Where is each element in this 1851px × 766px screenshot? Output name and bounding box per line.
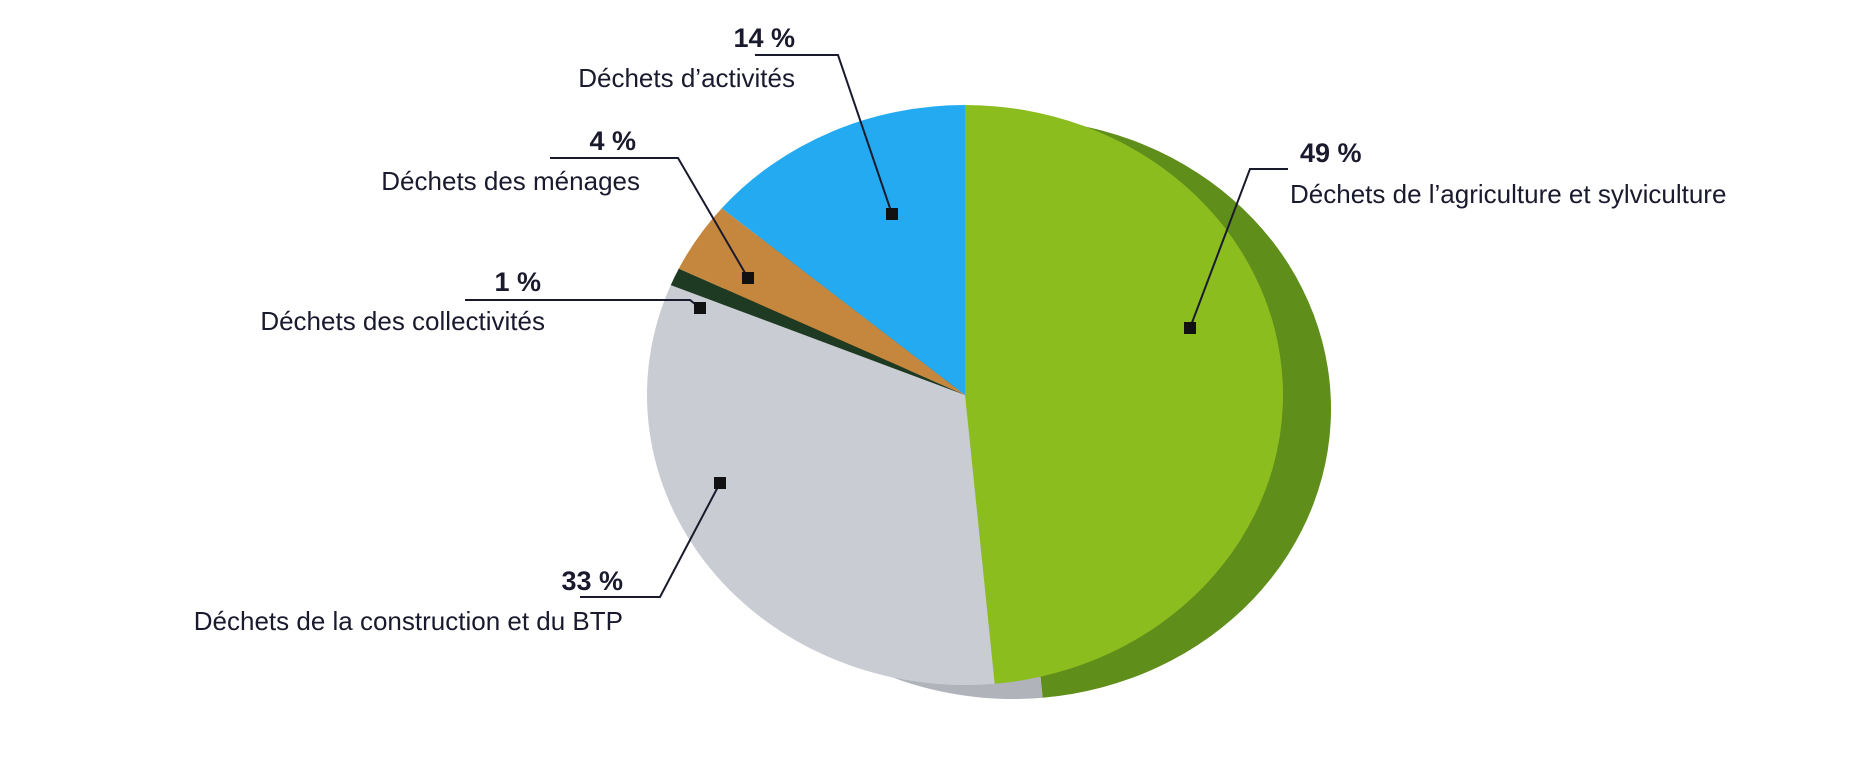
- slice-4-leader-line: [755, 54, 893, 215]
- slice-4-annotation: 14 % Déchets d’activités: [578, 23, 898, 220]
- slice-0-category-label: Déchets de l’agriculture et sylviculture: [1290, 179, 1726, 209]
- slice-1-annotation: 33 % Déchets de la construction et du BTP: [194, 477, 726, 636]
- slice-0-annotation: 49 % Déchets de l’agriculture et sylvicul…: [1184, 138, 1726, 334]
- slice-4: [721, 104, 965, 395]
- slice-0-marker: [1184, 322, 1196, 334]
- slice-0: [965, 105, 1283, 684]
- slice-3-category-label: Déchets des ménages: [381, 166, 640, 196]
- slice-0-value-label: 49 %: [1300, 138, 1362, 168]
- slice-4-category-label: Déchets d’activités: [578, 63, 795, 93]
- slice-3-leader-line: [550, 157, 749, 279]
- slice-3: [678, 208, 965, 395]
- slice-1-value-label: 33 %: [561, 566, 623, 596]
- slice-3-value-label: 4 %: [589, 126, 636, 156]
- slice-2-annotation: 1 % Déchets des collectivités: [260, 267, 706, 336]
- slice-1: [646, 285, 995, 685]
- slice-3-annotation: 4 % Déchets des ménages: [381, 126, 754, 284]
- pie-slices: [646, 104, 1283, 685]
- slice-2-marker: [694, 302, 706, 314]
- pie-labels: 49 % Déchets de l’agriculture et sylvicul…: [194, 23, 1727, 636]
- slice-2-category-label: Déchets des collectivités: [260, 306, 545, 336]
- slice-4-marker: [886, 208, 898, 220]
- slice-3-marker: [742, 272, 754, 284]
- slice-2: [670, 268, 965, 395]
- slice-2-value-label: 1 %: [494, 267, 541, 297]
- slice-0-leader-line: [1189, 168, 1288, 329]
- slice-1-leader-line: [580, 482, 721, 598]
- slice-1-category-label: Déchets de la construction et du BTP: [194, 606, 623, 636]
- slice-1-marker: [714, 477, 726, 489]
- slice-4-value-label: 14 %: [733, 23, 795, 53]
